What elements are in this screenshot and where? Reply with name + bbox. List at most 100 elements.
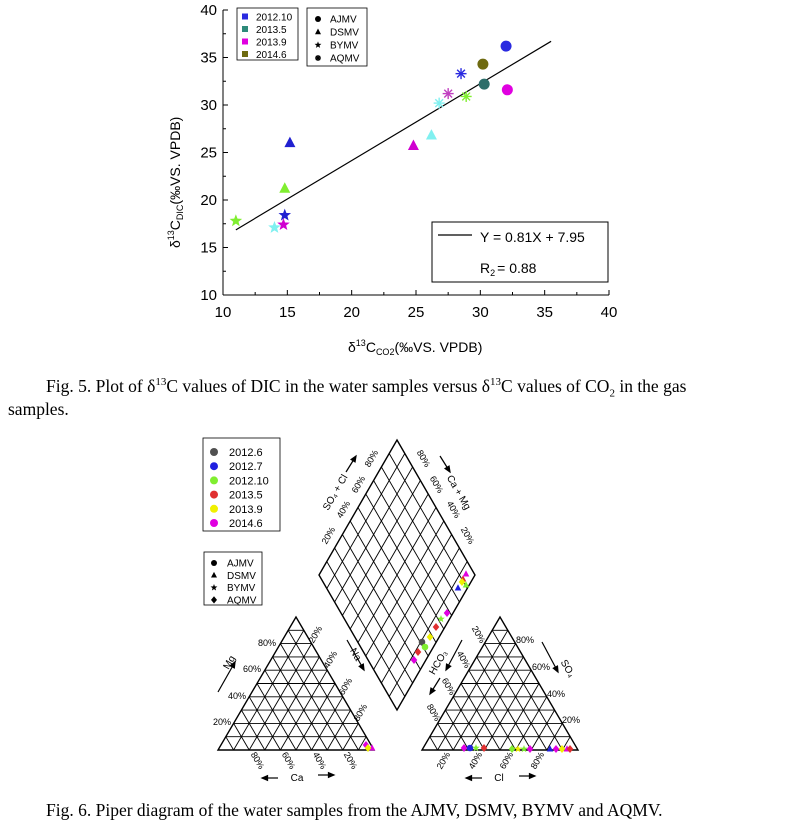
pct-label: 80%	[352, 702, 370, 723]
pct-label: 40%	[467, 750, 485, 771]
piper-sample-circle	[418, 638, 426, 646]
legend-year-label: 2013.9	[256, 38, 287, 49]
legend-year-dot	[210, 490, 218, 499]
data-point-asterisk	[433, 97, 445, 109]
data-point-circle	[478, 78, 490, 90]
x-tick-label: 10	[215, 304, 232, 321]
x-tick-label: 40	[601, 304, 618, 321]
pct-label: 80%	[258, 638, 276, 648]
legend-site-marker	[315, 55, 321, 61]
piper-sample-diamond	[480, 744, 488, 752]
pct-label: 20%	[307, 624, 325, 645]
piper-sample-triangle	[462, 570, 470, 577]
piper-sample-diamond	[426, 633, 434, 641]
data-point-triangle	[284, 136, 296, 148]
pct-label: 40%	[547, 689, 565, 699]
pct-label: 20%	[213, 717, 231, 727]
data-point-asterisk	[442, 88, 454, 100]
pct-label: 80%	[249, 750, 267, 771]
piper-sample-star	[437, 615, 445, 623]
piper-sample-diamond	[460, 744, 468, 752]
piper-sample-triangle	[454, 584, 462, 591]
legend-year-swatch	[242, 51, 248, 57]
pct-label: 60%	[498, 750, 516, 771]
data-point-triangle	[425, 129, 437, 140]
legend-year-label: 2013.9	[229, 504, 263, 516]
piper-sample-diamond	[458, 578, 466, 586]
regression-line	[235, 40, 552, 231]
piper-sample-star	[472, 744, 480, 752]
data-point-star	[277, 218, 290, 231]
pct-label: 60%	[337, 676, 355, 697]
pct-label: 40%	[228, 691, 246, 701]
piper-sample-diamond	[566, 745, 574, 753]
piper-sample-diamond	[558, 745, 566, 753]
pct-label: 40%	[311, 750, 329, 771]
central-diamond	[318, 438, 476, 712]
piper-points	[362, 570, 574, 753]
pct-label: 80%	[363, 448, 381, 469]
pct-label: 80%	[516, 635, 534, 645]
cation-triangle	[216, 615, 376, 751]
fit-equation: Y = 0.81X + 7.95	[480, 229, 585, 245]
legend-site-label: AQMV	[330, 54, 360, 65]
x-tick-label: 20	[343, 304, 360, 321]
y-tick-label: 10	[200, 287, 217, 304]
piper-sample-diamond	[364, 744, 372, 752]
x-tick-label: 35	[536, 304, 553, 321]
data-point-star	[278, 208, 292, 221]
x-tick-label: 30	[472, 304, 489, 321]
piper-sample-circle	[466, 744, 474, 752]
fig6-legend: 2012.6 2012.7 2012.10 2013.5 2013.9 2014.6 AJM…	[202, 437, 281, 606]
piper-sample-circle	[421, 643, 429, 651]
legend-site-label: AQMV	[227, 595, 257, 606]
legend-site-marker	[314, 41, 322, 48]
data-point-star	[268, 220, 281, 233]
legend-year-label: 2012.10	[256, 13, 293, 24]
pct-label: 40%	[335, 499, 353, 520]
pct-label: 20%	[342, 750, 360, 771]
piper-sample-triangle	[546, 745, 554, 752]
legend-site-marker	[210, 584, 218, 591]
piper-sample-diamond	[526, 745, 534, 753]
data-point-triangle	[279, 182, 291, 193]
legend-year-label: 2014.6	[229, 518, 263, 530]
legend-site-marker	[211, 560, 217, 566]
data-point-circle	[501, 84, 513, 96]
data-point-asterisk	[460, 90, 472, 102]
fig5-x-axis-label: δ13CCO2(‰VS. VPDB)	[348, 338, 482, 357]
legend-year-dot	[210, 476, 218, 485]
axis-ca-label: Ca	[291, 773, 304, 784]
fig5-caption-line2: samples.	[8, 399, 69, 419]
piper-sample-star	[520, 745, 528, 753]
axis-so4-label: SO₄	[558, 658, 577, 680]
pct-label: 40%	[455, 649, 473, 670]
piper-sample-diamond	[410, 656, 418, 664]
pct-label: 40%	[322, 649, 340, 670]
legend-site-marker	[315, 16, 321, 22]
legend-year-swatch	[242, 26, 248, 32]
axis-hco3-label: HCO₃	[427, 649, 450, 677]
legend-site-label: DSMV	[330, 28, 359, 39]
legend-year-dot	[210, 448, 218, 456]
y-tick-label: 25	[200, 145, 217, 162]
fig6-piper-diagram: 80% 60% 40% 20% 20% 40% 60% 80% 80% 60% 40% 20% Mg Ca…	[202, 437, 580, 784]
fig5-fit-line	[235, 40, 552, 231]
fig5-points	[229, 40, 513, 233]
fig6-caption: Fig. 6. Piper diagram of the water sampl…	[46, 800, 663, 820]
data-point-asterisk	[455, 68, 467, 80]
legend-site-label: AJMV	[227, 559, 254, 570]
fig5-caption: Fig. 5. Plot of δ13C values of DIC in th…	[46, 375, 687, 400]
y-tick-label: 40	[200, 2, 217, 19]
fig5-y-axis-label: δ13CDIC(‰VS. VPDB)	[166, 117, 185, 248]
pct-label: 80%	[415, 448, 433, 469]
legend-year-label: 2013.5	[229, 490, 263, 502]
piper-grids	[216, 438, 580, 751]
legend-site-marker	[211, 596, 217, 604]
axis-cl-label: Cl	[494, 773, 503, 784]
legend-year-swatch	[242, 13, 248, 20]
legend-site-label: BYMV	[330, 41, 359, 52]
anion-triangle	[420, 615, 580, 751]
